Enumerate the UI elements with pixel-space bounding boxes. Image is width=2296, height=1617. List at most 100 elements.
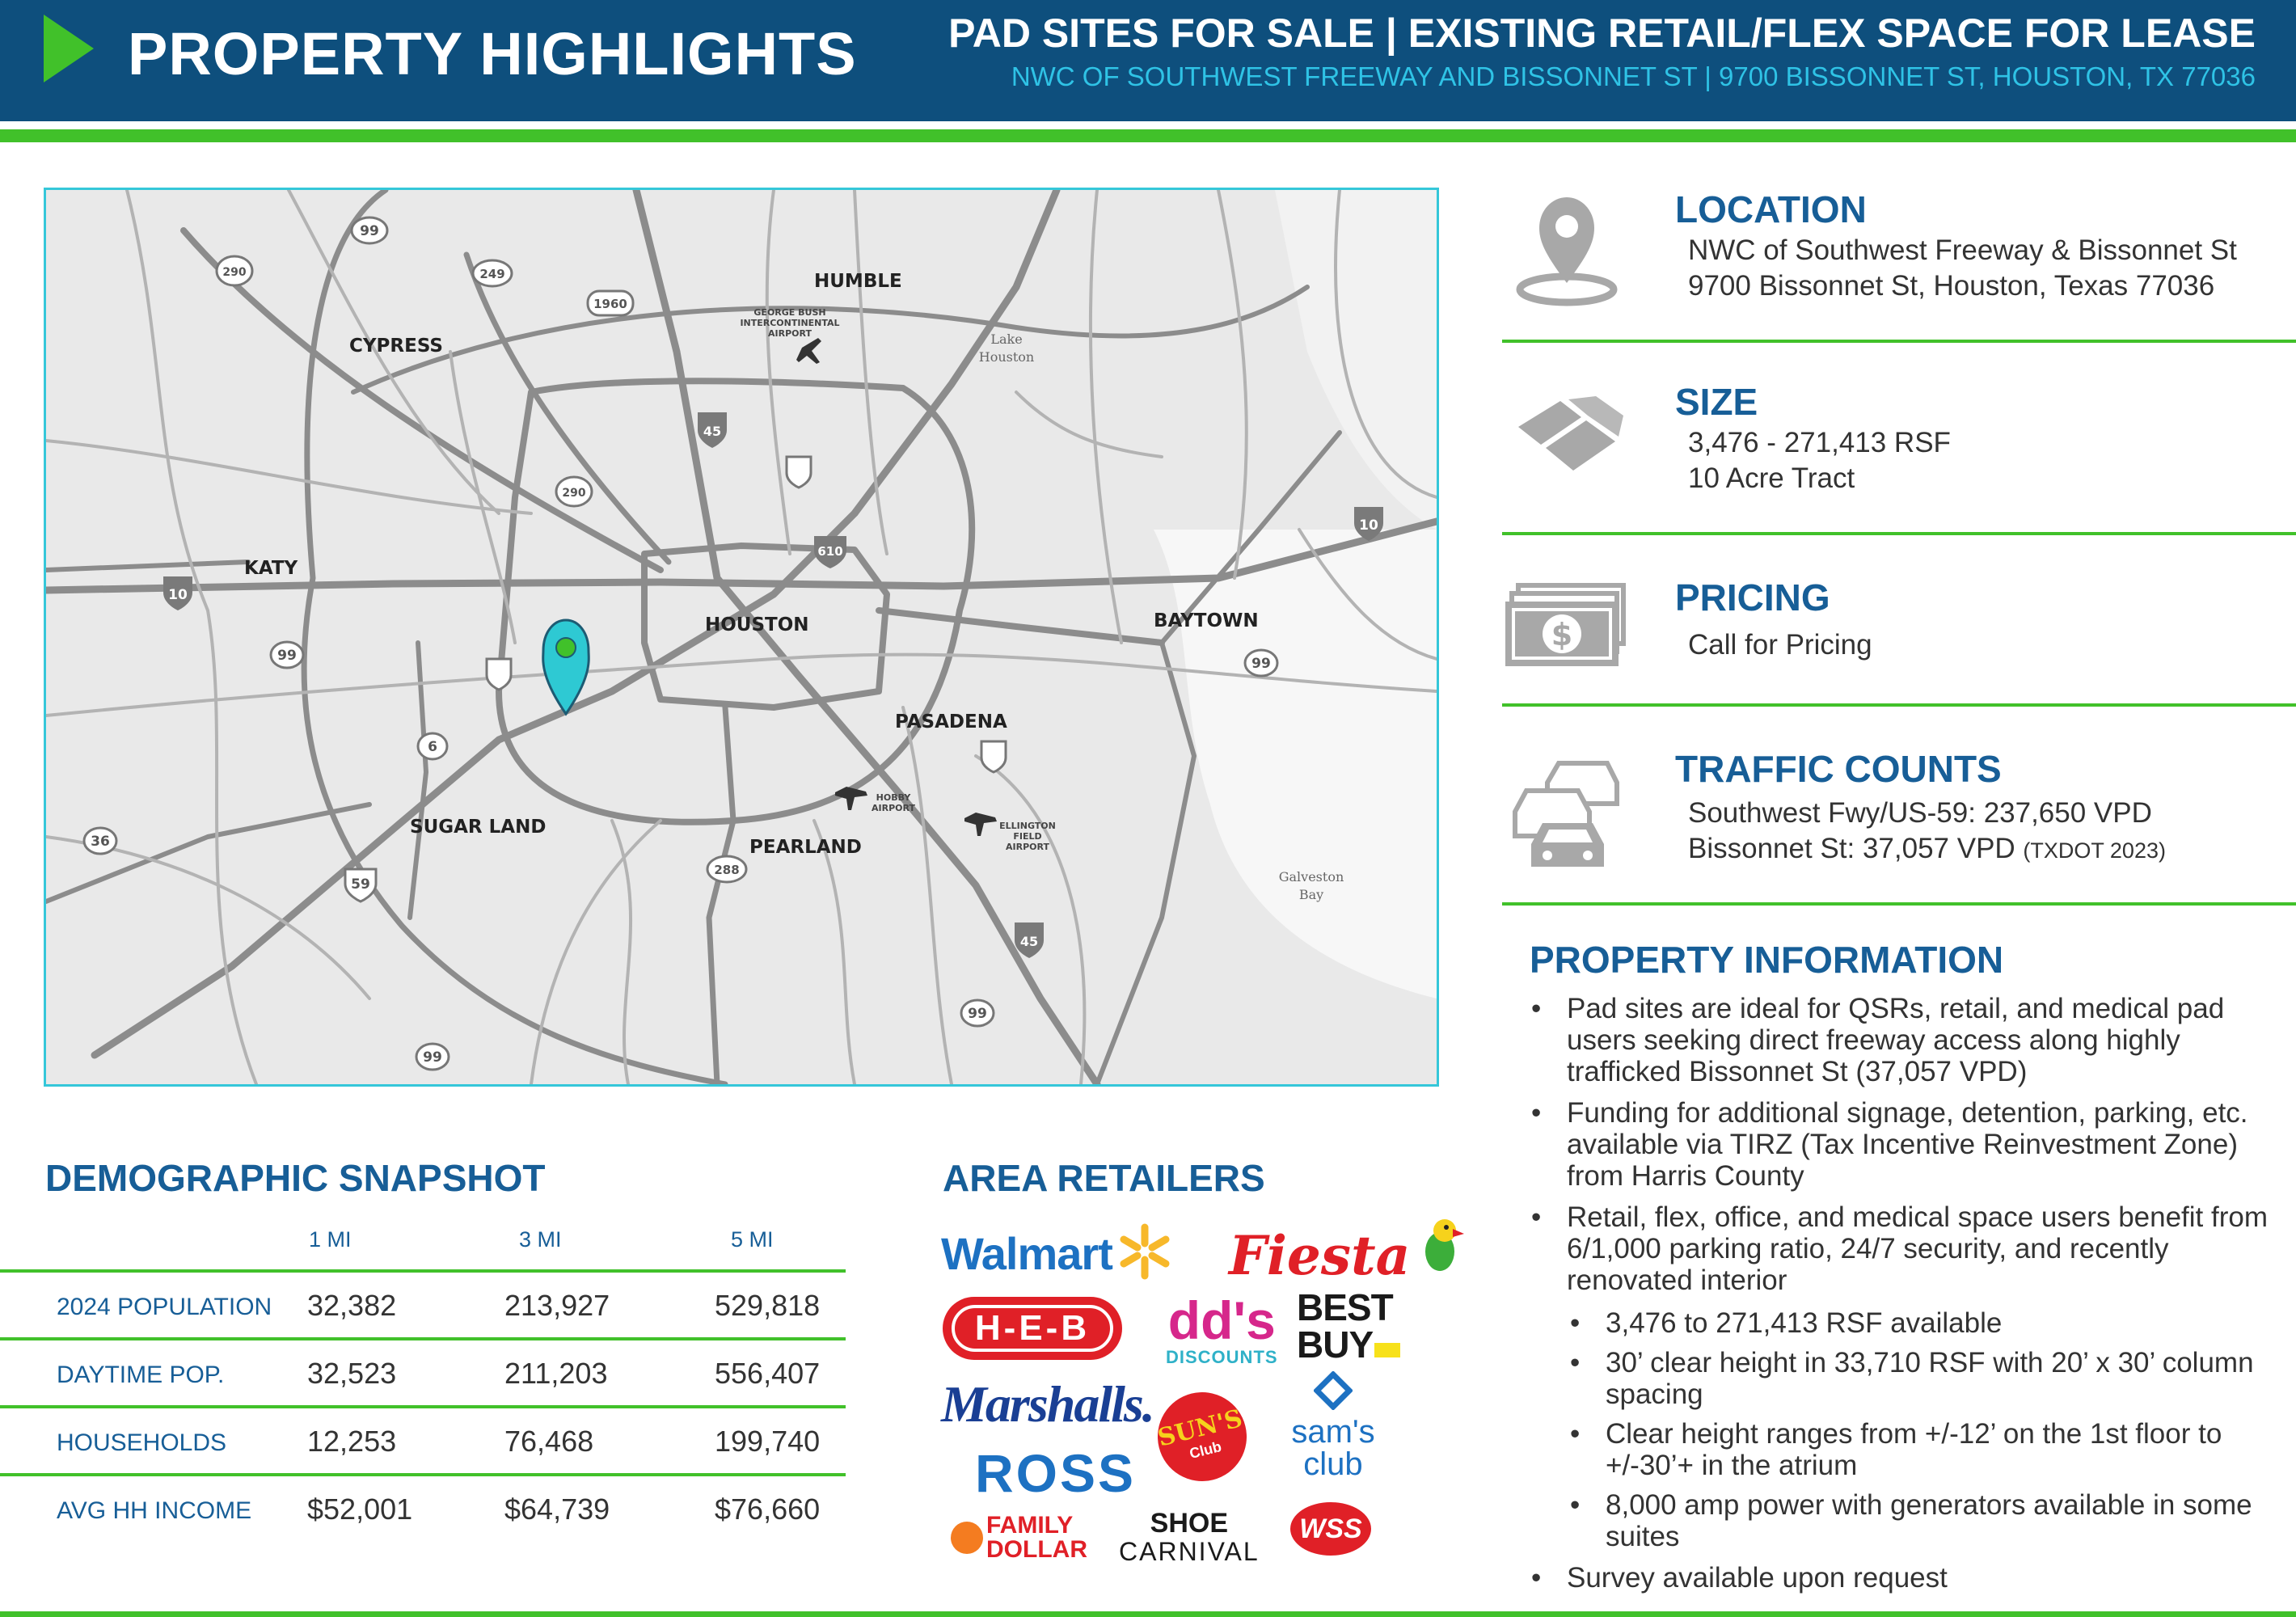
svg-text:610: 610 xyxy=(817,544,842,559)
svg-text:10: 10 xyxy=(1359,517,1378,534)
section-divider xyxy=(1502,703,2296,707)
sub-list-item: 30’ clear height in 33,710 RSF with 20’ … xyxy=(1567,1347,2272,1410)
map-label-hobby: HOBBY xyxy=(876,792,912,803)
size-title: SIZE xyxy=(1675,381,1758,423)
page-title: PROPERTY HIGHLIGHTS xyxy=(128,20,857,87)
svg-text:99: 99 xyxy=(277,648,297,664)
header-divider xyxy=(0,129,2296,142)
toll-road-icon xyxy=(980,740,1007,774)
map-label-sugar-land: SUGAR LAND xyxy=(410,817,546,838)
svg-text:36: 36 xyxy=(91,834,110,850)
airplane-icon xyxy=(835,787,867,810)
airplane-icon xyxy=(796,338,821,364)
section-divider xyxy=(1502,532,2296,535)
property-information-list: Pad sites are ideal for QSRs, retail, an… xyxy=(1528,993,2272,1603)
parrot-icon xyxy=(1424,1219,1464,1271)
parcel-icon xyxy=(1518,396,1623,471)
svg-text:FIELD: FIELD xyxy=(1013,831,1041,842)
best-buy-logo: BEST BUY xyxy=(1297,1289,1401,1363)
svg-text:1960: 1960 xyxy=(593,297,627,311)
spark-icon xyxy=(1120,1223,1170,1280)
ross-logo: ROSS xyxy=(975,1443,1137,1503)
svg-text:INTERCONTINENTAL: INTERCONTINENTAL xyxy=(740,318,839,328)
svg-text:10: 10 xyxy=(168,587,188,603)
location-line-1: NWC of Southwest Freeway & Bissonnet St xyxy=(1688,234,2237,266)
footer-divider xyxy=(0,1611,2296,1617)
map-label-humble: HUMBLE xyxy=(814,271,902,292)
location-line-2: 9700 Bissonnet St, Houston, Texas 77036 xyxy=(1688,270,2215,302)
map-label-ellington: ELLINGTON xyxy=(999,821,1056,831)
list-item: Pad sites are ideal for QSRs, retail, an… xyxy=(1528,993,2272,1087)
toll-road-icon xyxy=(785,455,812,489)
size-section: SIZE 3,476 - 271,413 RSF 10 Acre Tract xyxy=(1502,380,2296,534)
highway-shield-45: 45 xyxy=(698,412,727,448)
svg-text:99: 99 xyxy=(1251,656,1271,672)
marshalls-logo: Marshalls. xyxy=(941,1375,1155,1433)
property-location-pin-icon xyxy=(542,619,590,716)
demographic-snapshot-title: DEMOGRAPHIC SNAPSHOT xyxy=(45,1157,546,1199)
cars-icon xyxy=(1513,761,1619,867)
money-icon: $ xyxy=(1505,583,1626,666)
highway-shield-99: 99 xyxy=(350,216,389,245)
highway-shield-59: 59 xyxy=(344,868,378,903)
sub-list-item: 3,476 to 271,413 RSF available xyxy=(1567,1307,2272,1339)
shoe-carnival-logo: SHOE CARNIVAL xyxy=(1119,1508,1260,1566)
highway-shield-99: 99 xyxy=(960,998,995,1028)
suns-club-logo: SUN'S Club xyxy=(1148,1383,1256,1491)
size-line-1: 3,476 - 271,413 RSF xyxy=(1688,427,1951,458)
property-information-sublist: 3,476 to 271,413 RSF available 30’ clear… xyxy=(1567,1307,2272,1552)
size-line-2: 10 Acre Tract xyxy=(1688,462,1855,494)
dds-discounts-logo: dd's DISCOUNTS xyxy=(1166,1290,1278,1367)
pricing-title: PRICING xyxy=(1675,576,1830,619)
highway-shield-10: 10 xyxy=(163,576,192,610)
family-dollar-logo: FAMILY DOLLAR xyxy=(951,1514,1087,1562)
highway-shield-290: 290 xyxy=(215,255,254,287)
column-header: 3 MI xyxy=(519,1227,562,1252)
traffic-section: TRAFFIC COUNTS Southwest Fwy/US-59: 237,… xyxy=(1502,747,2296,901)
section-divider xyxy=(1502,902,2296,906)
highway-shield-249: 249 xyxy=(471,259,513,288)
table-rule xyxy=(0,1337,846,1340)
svg-text:99: 99 xyxy=(360,223,379,239)
family-icon xyxy=(951,1522,983,1554)
highway-shield-99: 99 xyxy=(269,640,305,669)
svg-text:AIRPORT: AIRPORT xyxy=(1006,842,1049,852)
airplane-icon xyxy=(964,813,997,836)
map-label-cypress: CYPRESS xyxy=(349,336,443,357)
svg-text:99: 99 xyxy=(423,1049,442,1066)
traffic-title: TRAFFIC COUNTS xyxy=(1675,748,2002,790)
location-title: LOCATION xyxy=(1675,188,1867,230)
tag-icon xyxy=(1374,1343,1401,1357)
list-item: Retail, flex, office, and medical space … xyxy=(1528,1201,2272,1552)
table-rule xyxy=(0,1473,846,1476)
sub-list-item: Clear height ranges from +/-12’ on the 1… xyxy=(1567,1418,2272,1481)
highway-shield-290: 290 xyxy=(555,475,593,508)
area-retailers-title: AREA RETAILERS xyxy=(943,1157,1265,1199)
svg-text:Bay: Bay xyxy=(1299,887,1323,902)
area-map: HUMBLE CYPRESS KATY HOUSTON BAYTOWN PASA… xyxy=(44,188,1439,1087)
highway-shield-45: 45 xyxy=(1015,922,1044,958)
pricing-line-1: Call for Pricing xyxy=(1688,629,1872,661)
svg-text:249: 249 xyxy=(479,267,504,281)
listing-subtitle: PAD SITES FOR SALE | EXISTING RETAIL/FLE… xyxy=(948,11,2256,56)
svg-text:290: 290 xyxy=(562,487,585,500)
map-label-houston: HOUSTON xyxy=(705,614,809,635)
svg-text:45: 45 xyxy=(1020,934,1038,949)
map-label-katy: KATY xyxy=(244,558,298,579)
column-header: 1 MI xyxy=(309,1227,352,1252)
highway-shield-99: 99 xyxy=(1243,648,1279,678)
map-label-baytown: BAYTOWN xyxy=(1154,610,1259,631)
svg-text:AIRPORT: AIRPORT xyxy=(768,328,812,339)
play-arrow-icon xyxy=(44,15,94,82)
heb-logo: H-E-B xyxy=(943,1297,1122,1360)
map-label-pearland: PEARLAND xyxy=(749,837,862,858)
property-information-title: PROPERTY INFORMATION xyxy=(1530,939,2004,981)
toll-road-icon xyxy=(485,657,513,691)
svg-text:$: $ xyxy=(1551,617,1572,652)
list-item: Survey available upon request xyxy=(1528,1562,2272,1594)
column-header: 5 MI xyxy=(731,1227,774,1252)
highway-shield-610: 610 xyxy=(814,536,846,568)
highway-shield-10: 10 xyxy=(1354,507,1383,541)
diamond-icon xyxy=(1313,1370,1353,1411)
listing-address: NWC OF SOUTHWEST FREEWAY AND BISSONNET S… xyxy=(1011,61,2256,91)
